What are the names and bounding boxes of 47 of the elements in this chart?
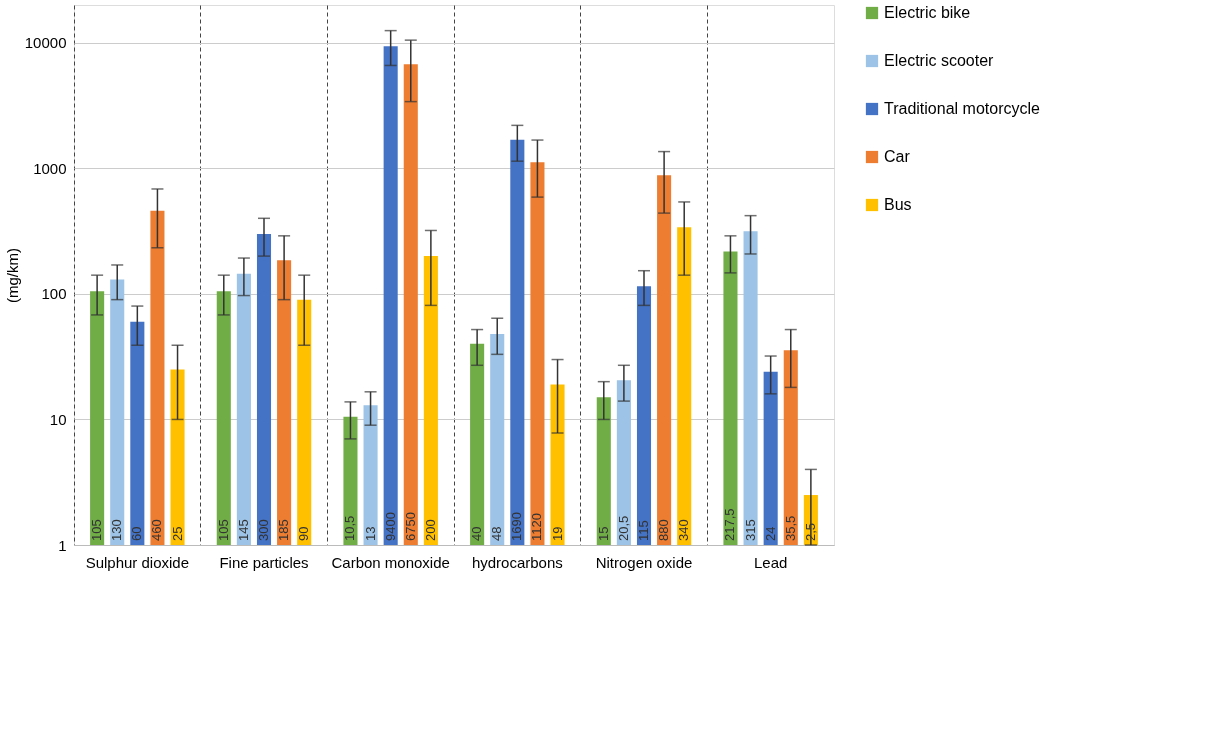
y-tick-label: 10000 (24, 34, 67, 52)
data-label: 105 (89, 519, 105, 541)
data-label: 10,5 (342, 515, 358, 541)
data-label: 185 (276, 519, 292, 541)
x-tick-label: Carbon monoxide (331, 553, 450, 571)
data-label: 25 (169, 526, 185, 541)
data-label: 90 (296, 526, 312, 541)
data-label: 15 (595, 526, 611, 541)
data-label: 2,5 (802, 522, 818, 541)
data-label: 6750 (402, 512, 418, 541)
data-label: 20,5 (615, 515, 631, 541)
data-label: 40 (469, 526, 485, 541)
data-label: 60 (129, 526, 145, 541)
data-label: 1120 (529, 513, 545, 541)
y-tick-label: 1000 (33, 159, 67, 177)
x-tick-label: Lead (753, 553, 788, 571)
y-tick-label: 1 (58, 536, 67, 554)
legend-label: Electric bike (884, 4, 971, 21)
legend-label: Traditional motorcycle (884, 100, 1041, 117)
data-label: 1690 (509, 512, 525, 541)
data-label: 115 (636, 520, 651, 541)
data-label: 300 (256, 519, 271, 541)
legend-label: Electric scooter (884, 52, 995, 69)
y-tick-label: 100 (41, 285, 67, 303)
data-label: 48 (489, 526, 505, 541)
data-label: 200 (422, 519, 438, 541)
data-label: 145 (235, 519, 251, 541)
legend-label: Car (884, 148, 911, 165)
y-axis-title: (mg/km) (3, 248, 21, 303)
x-tick-label: Sulphur dioxide (85, 553, 190, 571)
data-label: 880 (656, 519, 672, 541)
data-label: 460 (149, 519, 165, 541)
y-tick-label: 10 (49, 410, 67, 428)
data-label: 19 (549, 526, 565, 541)
data-label: 9400 (382, 512, 398, 541)
data-label: 105 (215, 519, 231, 541)
x-tick-label: hydrocarbons (471, 553, 563, 571)
data-label: 13 (362, 526, 378, 541)
data-label: 24 (762, 526, 778, 541)
legend-label: Bus (884, 196, 912, 213)
data-label: 130 (109, 519, 125, 541)
data-label: 340 (676, 519, 692, 541)
data-label: 35,5 (782, 515, 798, 541)
data-label: 217,5 (722, 508, 738, 541)
data-label: 315 (742, 519, 758, 541)
x-tick-label: Nitrogen oxide (595, 553, 693, 571)
x-tick-label: Fine particles (219, 553, 309, 571)
